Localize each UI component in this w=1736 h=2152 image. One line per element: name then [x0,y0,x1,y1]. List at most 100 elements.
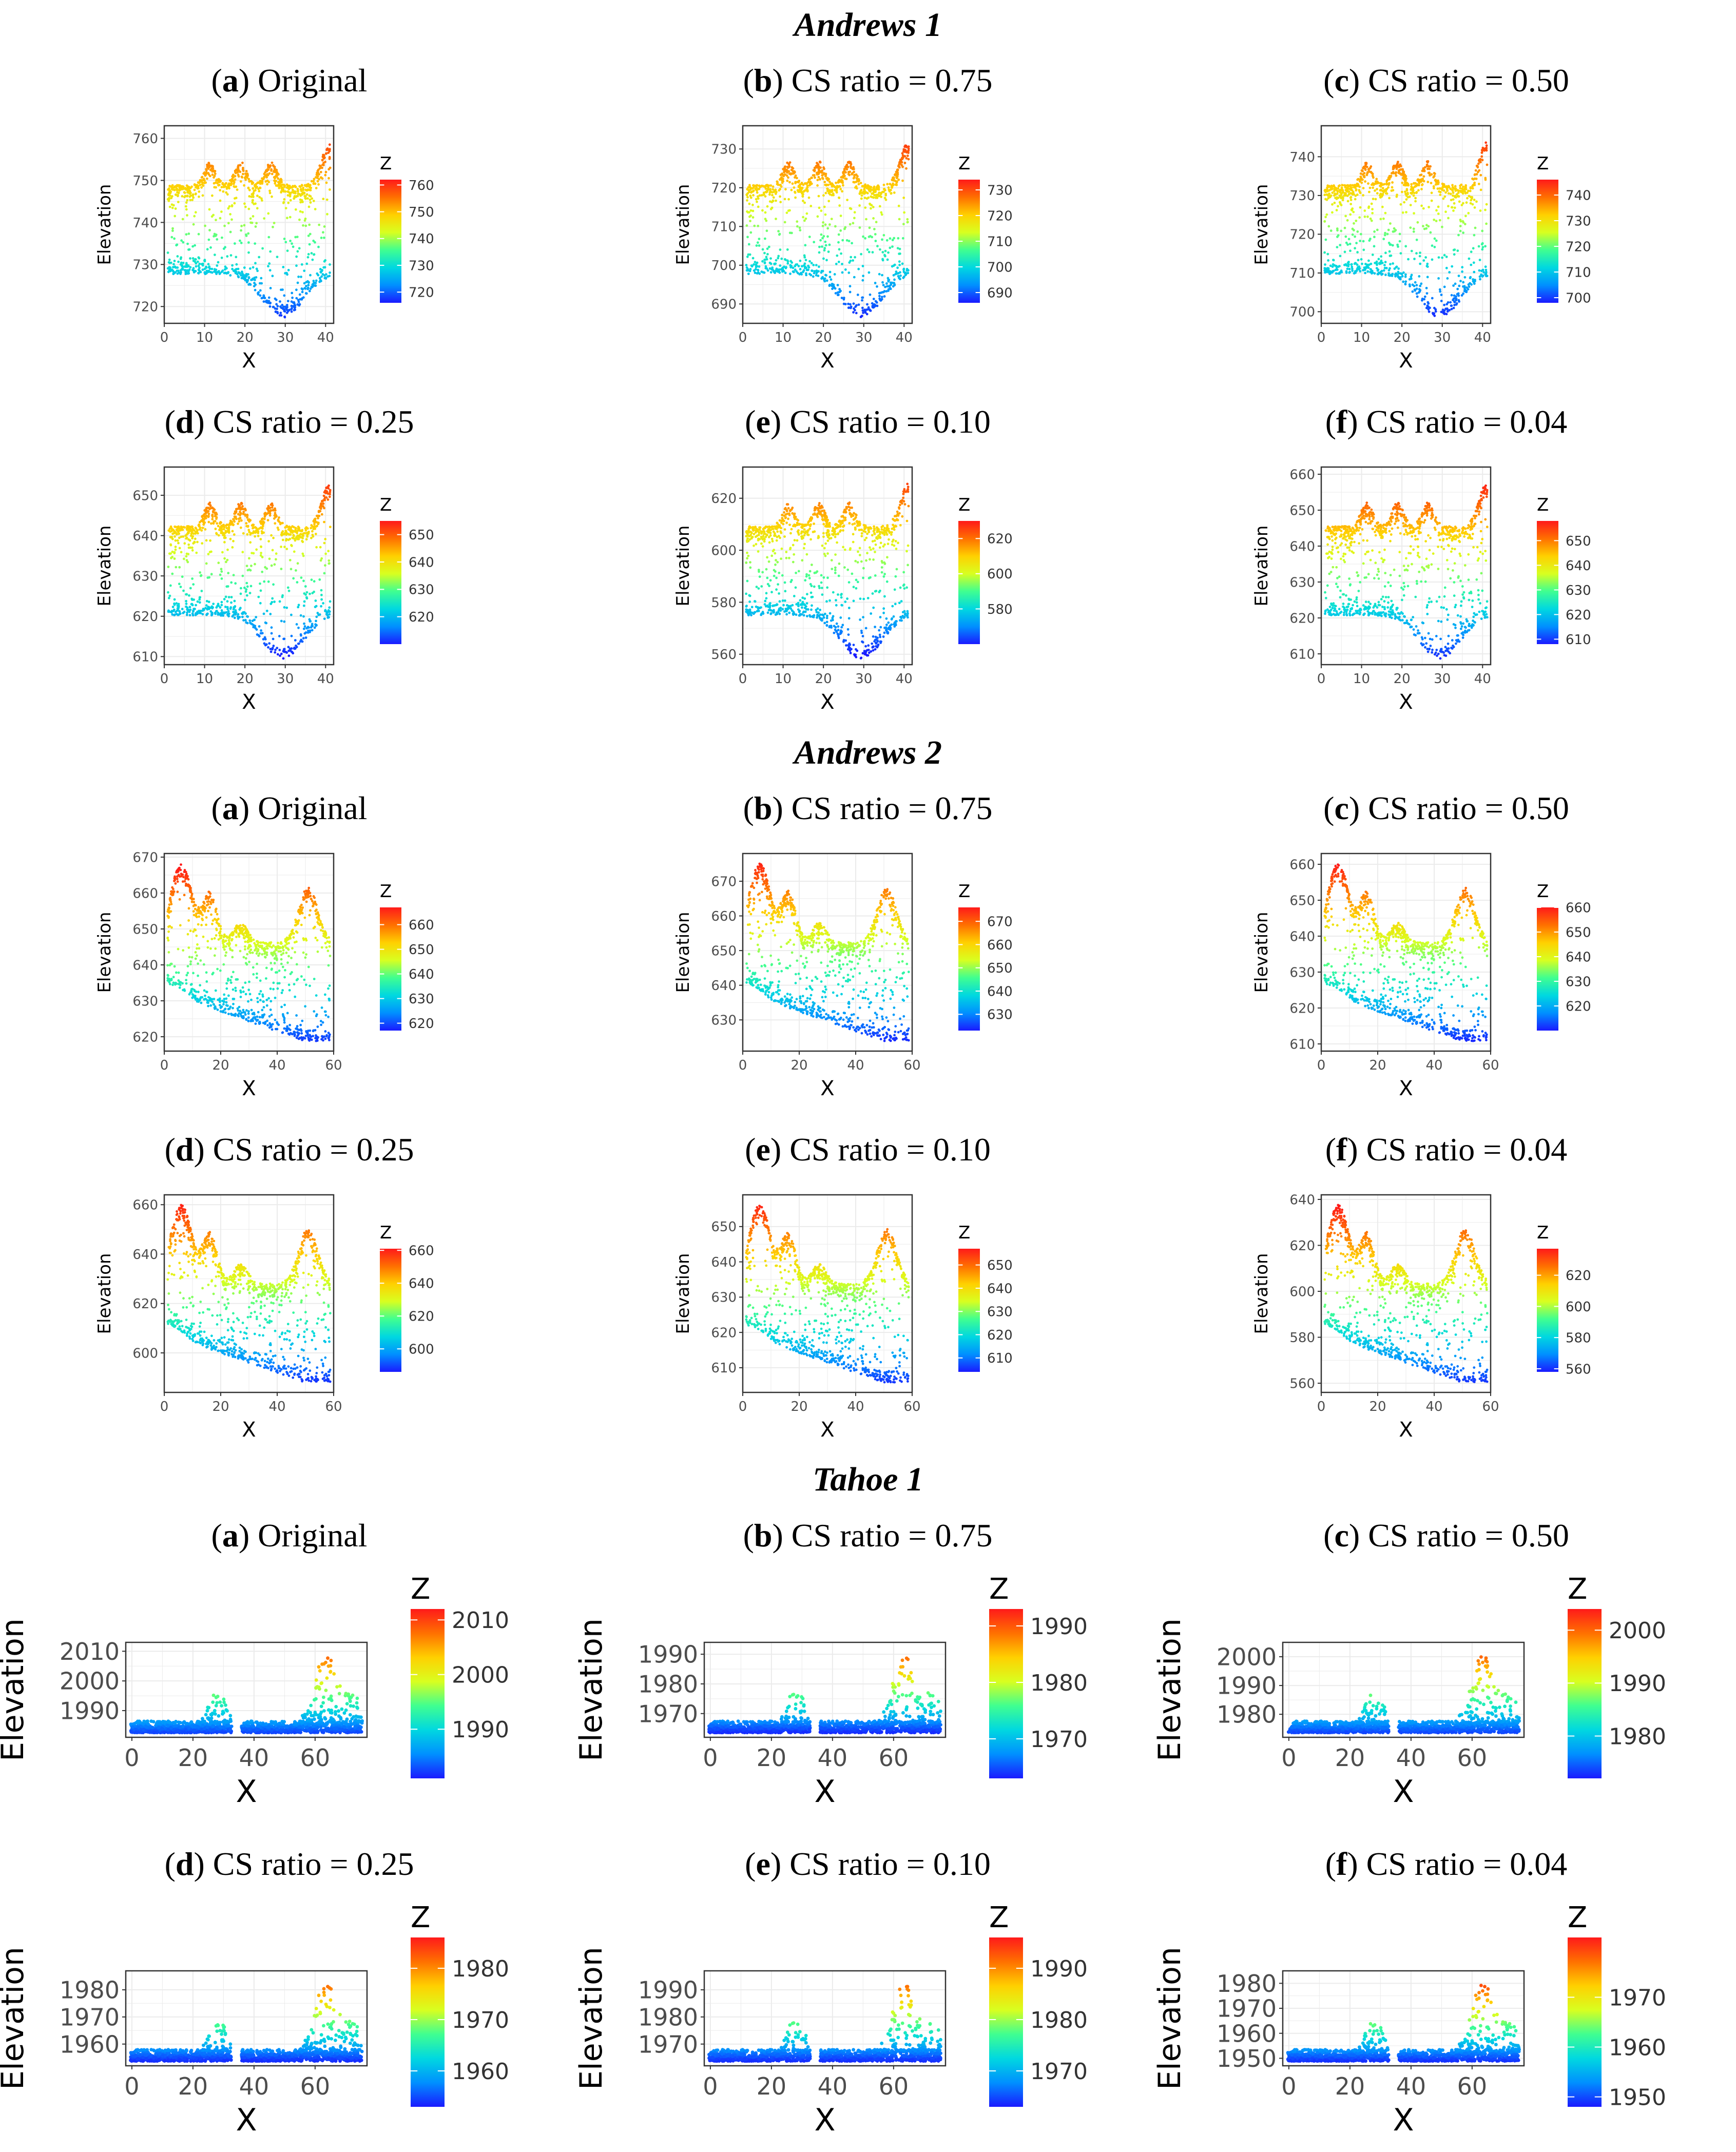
data-point [267,505,270,508]
data-point [302,627,305,630]
data-point [217,270,220,273]
data-point [1390,274,1393,277]
data-point [901,157,903,160]
data-point [282,183,285,186]
data-point [273,170,276,173]
data-point [874,197,877,199]
data-point [895,170,898,173]
data-point [1383,264,1386,266]
data-point [175,244,178,247]
data-point [171,613,174,616]
data-point [306,280,309,283]
data-point [1396,243,1399,246]
data-point [232,173,235,177]
data-point [181,267,184,269]
data-point [825,183,828,186]
data-point [1328,189,1330,192]
data-point [252,527,254,530]
data-point [1404,175,1407,178]
data-point [786,179,789,182]
data-point [1358,190,1361,193]
data-point [222,614,224,617]
data-point [307,284,310,286]
data-point [844,511,846,514]
data-point [187,264,190,267]
data-point [776,268,779,271]
data-point [1400,173,1403,176]
data-point [204,516,207,519]
data-point [212,214,215,217]
data-point [182,589,185,592]
data-point [807,178,811,181]
data-point [814,176,816,179]
data-point [878,633,881,636]
data-point [766,253,769,256]
data-point [1481,246,1484,248]
data-point [288,216,292,219]
data-point [862,190,865,193]
data-point [1481,146,1484,149]
data-point [1346,264,1349,267]
data-point [298,642,300,645]
data-point [300,263,303,266]
legend-colorbar [958,180,980,303]
data-point [251,524,254,527]
data-point [785,211,788,214]
data-point [1388,255,1392,257]
data-point [906,272,910,275]
data-point [247,273,249,276]
data-point [259,526,262,529]
data-point [784,169,787,172]
data-point [240,502,243,505]
data-point [797,181,800,184]
data-point [308,232,312,236]
data-point [327,559,331,562]
data-point [296,538,299,540]
data-point [892,178,895,181]
data-point [864,650,867,653]
data-point [853,170,855,173]
data-point [785,551,788,553]
data-point [803,542,806,546]
data-point [1396,165,1399,168]
data-point [297,192,300,195]
data-point [1480,269,1483,273]
data-point [838,185,841,188]
data-point [305,538,308,541]
data-point [278,649,281,651]
data-point [779,184,782,186]
data-point [315,521,318,524]
data-point [1398,169,1401,172]
data-point [257,532,260,534]
data-point [198,524,201,527]
data-point [1323,220,1326,223]
data-point [1338,189,1341,191]
data-point [251,201,254,204]
data-point [808,517,812,520]
data-point [1338,184,1341,187]
data-point [800,190,803,193]
data-point [325,491,328,494]
data-point [279,178,282,181]
data-point [212,603,215,605]
data-point [1381,190,1384,192]
data-point [170,203,173,206]
data-point [269,287,272,289]
data-point [778,268,781,271]
data-point [747,269,749,272]
data-point [906,154,909,157]
data-point [815,165,818,168]
data-point [903,148,906,151]
data-point [300,634,302,637]
data-point [171,206,174,209]
data-point [762,185,764,187]
data-point [220,577,223,580]
data-point [166,251,169,254]
data-point [212,507,215,510]
data-point [799,183,801,186]
data-point [1349,196,1352,199]
data-point [788,514,791,516]
data-point [219,522,222,525]
data-point [766,611,769,614]
data-point [1426,181,1430,183]
